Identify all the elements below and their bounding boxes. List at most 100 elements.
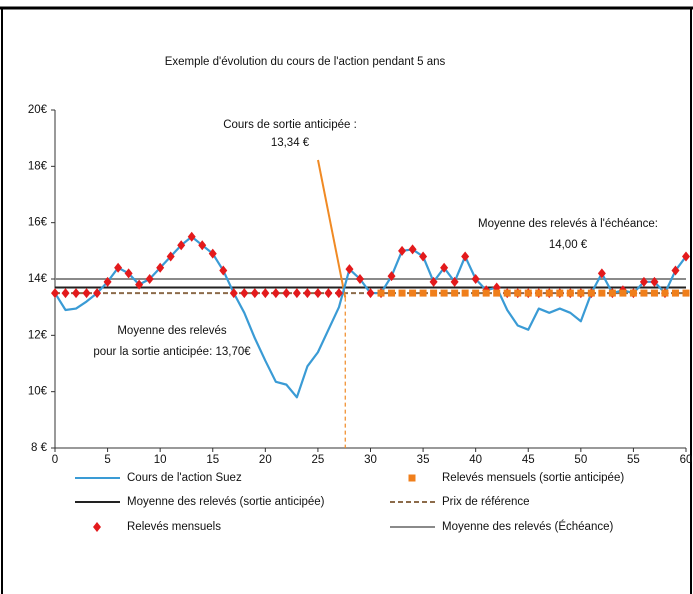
legend-label: Relevés mensuels bbox=[127, 521, 221, 533]
data-point bbox=[114, 262, 123, 273]
data-point bbox=[303, 288, 312, 299]
data-point bbox=[334, 288, 343, 299]
x-tick-label: 0 bbox=[52, 454, 58, 466]
data-point bbox=[177, 240, 186, 251]
x-tick-label: 15 bbox=[206, 454, 219, 466]
data-point bbox=[440, 289, 448, 297]
data-point bbox=[51, 288, 59, 299]
y-tick-label: 16€ bbox=[28, 217, 48, 229]
data-point bbox=[640, 289, 648, 297]
legend-swatch bbox=[93, 522, 101, 532]
x-tick-label: 5 bbox=[104, 454, 110, 466]
data-point bbox=[135, 279, 144, 290]
data-point bbox=[93, 288, 102, 299]
y-tick-label: 12€ bbox=[28, 329, 48, 341]
data-point bbox=[398, 245, 407, 256]
reference-annotation: 14,00 € bbox=[549, 239, 588, 251]
data-point bbox=[387, 271, 396, 282]
data-point bbox=[271, 288, 280, 299]
legend-label: Cours de l'action Suez bbox=[127, 472, 242, 484]
data-point bbox=[198, 240, 207, 251]
data-point bbox=[219, 265, 228, 276]
data-point bbox=[61, 288, 70, 299]
data-point bbox=[355, 274, 364, 284]
data-point bbox=[461, 251, 470, 262]
data-point bbox=[398, 289, 406, 297]
data-point bbox=[388, 289, 396, 297]
x-tick-label: 40 bbox=[469, 454, 482, 466]
data-point bbox=[408, 244, 417, 255]
data-point bbox=[587, 289, 595, 297]
data-point bbox=[440, 262, 449, 273]
data-point bbox=[313, 288, 322, 299]
legend-label: Moyenne des relevés (Échéance) bbox=[442, 520, 613, 533]
data-point bbox=[608, 289, 616, 297]
data-point bbox=[545, 289, 553, 297]
y-tick-label: 14€ bbox=[28, 273, 48, 285]
chart-title: Exemple d'évolution du cours de l'action… bbox=[165, 56, 446, 68]
x-tick-label: 30 bbox=[364, 454, 377, 466]
data-point bbox=[72, 288, 81, 299]
data-point bbox=[650, 276, 659, 287]
data-point bbox=[419, 289, 427, 297]
data-point bbox=[366, 288, 375, 299]
data-point bbox=[166, 251, 175, 262]
data-point bbox=[682, 289, 690, 297]
data-point bbox=[187, 231, 196, 242]
data-point bbox=[671, 265, 680, 276]
data-point bbox=[145, 274, 154, 284]
data-point bbox=[566, 289, 574, 297]
data-point bbox=[124, 268, 133, 279]
data-point bbox=[229, 288, 238, 299]
data-point bbox=[429, 276, 438, 287]
data-point bbox=[524, 289, 532, 297]
x-tick-label: 25 bbox=[312, 454, 325, 466]
data-point bbox=[450, 276, 459, 287]
x-tick-label: 55 bbox=[627, 454, 640, 466]
x-tick-label: 60 bbox=[680, 454, 693, 466]
data-point bbox=[345, 264, 354, 275]
data-point bbox=[156, 262, 165, 273]
data-point bbox=[619, 289, 627, 297]
data-point bbox=[482, 289, 490, 297]
data-point bbox=[103, 276, 112, 287]
x-tick-label: 45 bbox=[522, 454, 535, 466]
data-point bbox=[377, 289, 385, 297]
data-point bbox=[514, 289, 522, 297]
data-point bbox=[261, 288, 270, 299]
data-point bbox=[461, 289, 469, 297]
data-point bbox=[324, 288, 333, 299]
data-point bbox=[472, 289, 480, 297]
data-point bbox=[493, 289, 501, 297]
data-point bbox=[250, 288, 259, 299]
reference-annotation: pour la sortie anticipée: 13,70€ bbox=[93, 346, 251, 358]
data-point bbox=[535, 289, 543, 297]
legend-label: Prix de référence bbox=[442, 496, 530, 508]
data-point bbox=[661, 289, 669, 297]
y-tick-label: 20€ bbox=[28, 104, 48, 116]
x-tick-label: 35 bbox=[417, 454, 430, 466]
reference-annotation: Moyenne des relevés bbox=[117, 325, 227, 337]
data-point bbox=[208, 248, 217, 259]
data-point bbox=[451, 289, 459, 297]
data-point bbox=[503, 289, 511, 297]
data-point bbox=[682, 251, 690, 262]
data-point bbox=[556, 289, 564, 297]
data-point bbox=[629, 289, 637, 297]
data-point bbox=[82, 288, 91, 299]
data-point bbox=[292, 288, 301, 299]
data-point bbox=[577, 289, 585, 297]
exit-annotation: 13,34 € bbox=[271, 137, 310, 149]
data-point bbox=[471, 274, 480, 284]
data-point bbox=[671, 289, 679, 297]
exit-annotation: Cours de sortie anticipée : bbox=[223, 119, 357, 131]
x-tick-label: 50 bbox=[574, 454, 587, 466]
data-point bbox=[282, 288, 291, 299]
y-tick-label: 18€ bbox=[28, 160, 48, 172]
x-tick-label: 20 bbox=[259, 454, 272, 466]
x-tick-label: 10 bbox=[154, 454, 167, 466]
data-point bbox=[419, 251, 428, 262]
y-tick-label: 8 € bbox=[31, 442, 48, 454]
